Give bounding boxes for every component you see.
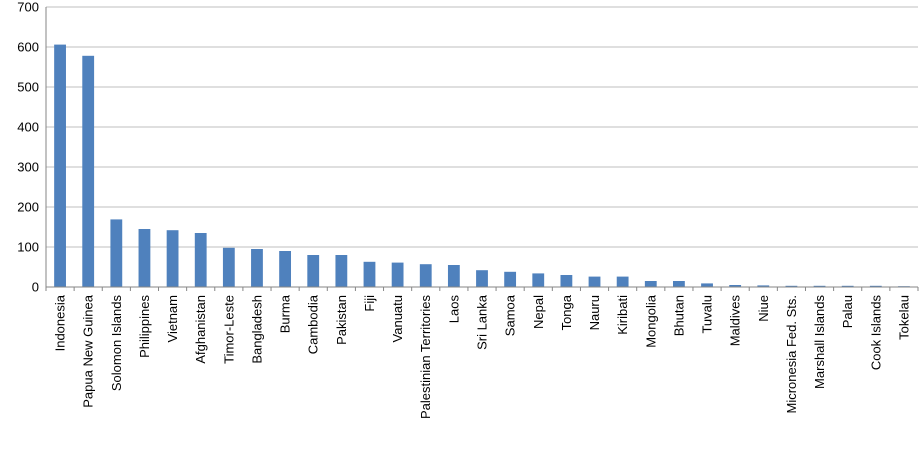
x-category-label: Palau	[840, 295, 855, 328]
x-category-label: Vietnam	[165, 295, 180, 342]
x-category-label: Pakistan	[334, 295, 349, 345]
bar	[616, 276, 629, 287]
bar	[166, 230, 179, 287]
x-category-label: Marshall Islands	[812, 295, 827, 389]
bar	[54, 44, 66, 287]
y-tick-label: 600	[17, 40, 39, 55]
x-category-label: Palestinian Territories	[418, 295, 433, 420]
y-tick-label: 400	[17, 120, 39, 135]
x-category-label: Fiji	[362, 295, 377, 312]
bar	[447, 265, 460, 287]
x-category-label: Laos	[446, 295, 461, 324]
bar	[194, 233, 207, 287]
bar	[391, 262, 404, 287]
y-tick-label: 700	[17, 0, 39, 15]
x-category-label: Kiribati	[615, 295, 630, 335]
x-axis: Indonesia Papua New Guinea Solomon Islands…	[45, 286, 919, 420]
y-tick-label: 100	[17, 240, 39, 255]
bar	[841, 285, 854, 287]
bars	[54, 44, 910, 287]
bar	[138, 229, 151, 287]
x-category-label: Burma	[278, 294, 293, 333]
bar	[757, 285, 770, 287]
x-category-label: Indonesia	[53, 294, 68, 351]
bar	[729, 285, 742, 287]
bar	[222, 247, 235, 287]
x-category-label: Niue	[756, 295, 771, 322]
gridlines	[46, 6, 918, 248]
x-category-label: Bangladesh	[249, 295, 264, 364]
y-tick-label: 300	[17, 160, 39, 175]
x-category-label: Nauru	[587, 295, 602, 330]
bar	[644, 281, 657, 287]
x-category-label: Cook Islands	[868, 295, 883, 371]
bar	[869, 285, 882, 287]
bar	[251, 249, 263, 287]
x-category-label: Tuvalu	[700, 295, 715, 334]
bar	[672, 281, 685, 287]
bar	[110, 219, 123, 287]
x-category-label: Sri Lanka	[475, 294, 490, 350]
x-category-label: Afghanistan	[193, 295, 208, 364]
bar	[785, 285, 798, 287]
x-category-label: Solomon Islands	[109, 295, 124, 392]
bar	[701, 283, 713, 287]
bar	[279, 251, 292, 287]
x-category-label: Vanuatu	[390, 295, 405, 342]
x-category-label: Tonga	[559, 294, 574, 330]
bar	[307, 255, 320, 287]
x-category-label: Nepal	[531, 295, 546, 329]
bar	[560, 275, 573, 287]
bar	[504, 271, 517, 287]
x-category-label: Micronesia Fed. Sts.	[784, 295, 799, 414]
x-category-label: Timor-Leste	[221, 295, 236, 364]
x-category-label: Bhutan	[671, 295, 686, 336]
bar	[588, 276, 601, 287]
y-axis: 0 100 200 300 400 500 600 700	[17, 0, 47, 295]
bar	[335, 255, 348, 287]
y-tick-label: 200	[17, 200, 39, 215]
x-category-label: Mongolia	[643, 294, 658, 348]
x-category-label: Papua New Guinea	[81, 294, 96, 408]
x-category-label: Maldives	[728, 295, 743, 347]
bar	[82, 55, 95, 287]
x-category-label: Philippines	[137, 295, 152, 358]
y-tick-label: 0	[32, 280, 39, 295]
y-tick-label: 500	[17, 80, 39, 95]
bar	[813, 285, 826, 287]
bar	[363, 261, 376, 287]
x-category-label: Cambodia	[306, 294, 321, 354]
bar	[476, 270, 488, 287]
bar	[419, 264, 432, 287]
x-category-label: Samoa	[503, 294, 518, 336]
x-category-label: Tokelau	[896, 295, 911, 340]
bar	[532, 273, 545, 287]
